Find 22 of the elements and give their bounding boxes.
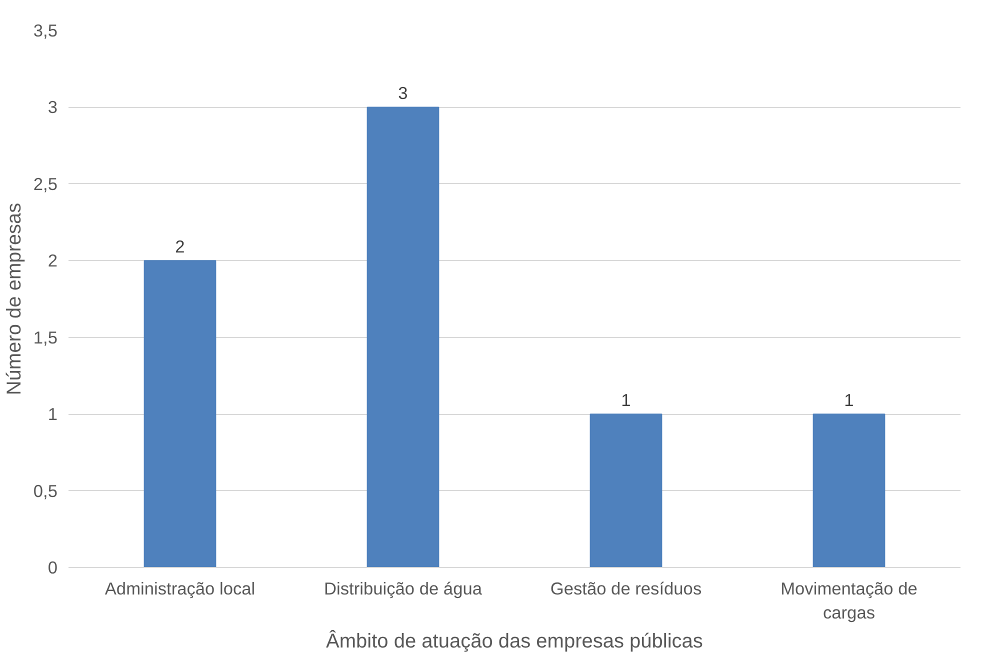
data-label: 2 bbox=[175, 236, 185, 257]
x-tick-label: Distribuição de água bbox=[324, 578, 482, 598]
x-tick-label: Administração local bbox=[104, 578, 256, 598]
y-tick-label: 0,5 bbox=[33, 480, 58, 501]
bar bbox=[144, 260, 216, 568]
y-tick-label: 2,5 bbox=[33, 174, 58, 194]
y-tick-label: 3 bbox=[48, 97, 58, 118]
x-axis-title: Âmbito de atuação das empresas públicas bbox=[326, 630, 703, 652]
data-label: 1 bbox=[844, 390, 854, 410]
y-tick-label: 0 bbox=[48, 558, 58, 578]
x-tick-label: Gestão de resíduos bbox=[550, 578, 702, 598]
y-tick-label: 1,5 bbox=[33, 327, 58, 348]
y-tick-label: 3,5 bbox=[33, 20, 58, 40]
bar bbox=[590, 414, 662, 568]
y-tick-label: 1 bbox=[48, 404, 58, 424]
bar bbox=[366, 106, 440, 568]
data-label: 1 bbox=[621, 390, 631, 410]
bar bbox=[812, 414, 886, 568]
y-axis-title: Número de empresas bbox=[3, 202, 26, 396]
y-tick-label: 2 bbox=[48, 250, 58, 271]
x-tick-label: Movimentação de cargas bbox=[780, 578, 918, 622]
data-label: 3 bbox=[398, 83, 408, 104]
